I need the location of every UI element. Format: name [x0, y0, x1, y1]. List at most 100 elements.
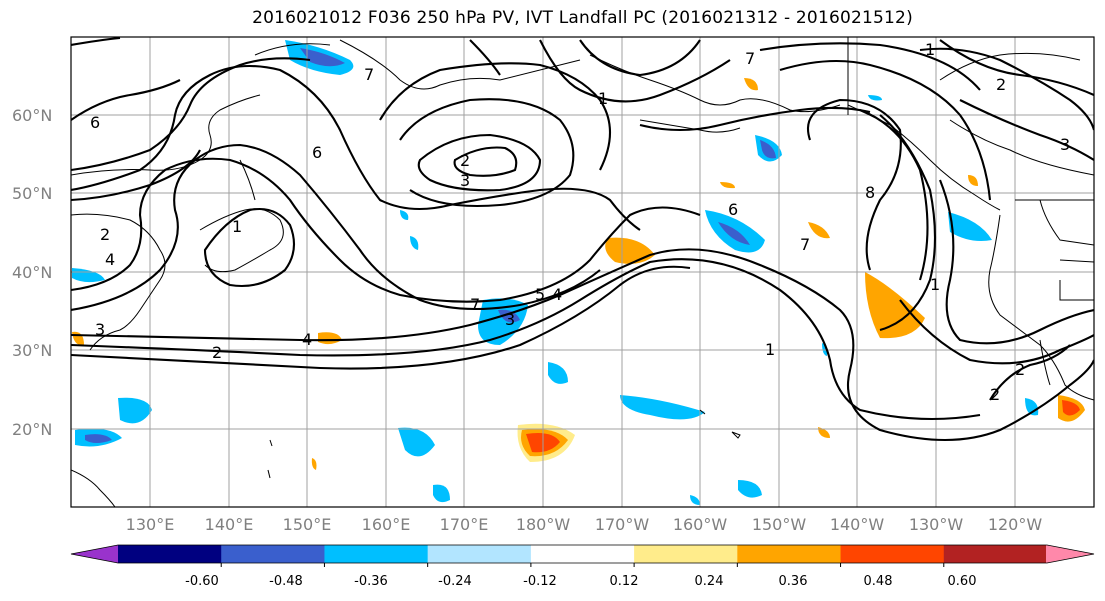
- shade-negative: [118, 397, 152, 424]
- colorbar-swatch: [221, 545, 325, 563]
- shade-negative: [620, 395, 705, 420]
- shade-negative: [548, 362, 568, 384]
- shade-negative: [738, 480, 762, 498]
- lon-label: 160°E: [362, 515, 411, 534]
- shade-positive: [968, 175, 978, 186]
- colorbar-tick-label: -0.36: [354, 574, 388, 589]
- lat-label: 40°N: [12, 263, 52, 282]
- contour-label: 1: [232, 217, 242, 236]
- contour-label: 2: [100, 225, 110, 244]
- shade-positive: [744, 78, 758, 91]
- lat-label: 20°N: [12, 420, 52, 439]
- shade-negative: [85, 434, 112, 443]
- contour-label: 2: [990, 385, 1000, 404]
- shade-negative: [498, 309, 520, 323]
- colorbar-swatch: [427, 545, 532, 563]
- shade-negative: [433, 484, 450, 503]
- colorbar-swatch: [71, 545, 119, 563]
- contour-label-group: 1 1 1 1 1 2 2 2 2 2 2 3 3 3 3 4 4 4 5 6 …: [90, 40, 1070, 404]
- shade-negative: [478, 298, 528, 345]
- contour-label: 1: [930, 275, 940, 294]
- anomaly-shading: [72, 40, 1085, 505]
- lat-label: 60°N: [12, 106, 52, 125]
- contour-label: 4: [302, 330, 312, 349]
- shade-negative: [760, 140, 776, 159]
- contour-label: 2: [996, 75, 1006, 94]
- shade-positive: [720, 182, 735, 189]
- lon-label: 160°W: [673, 515, 728, 534]
- shade-positive: [865, 272, 925, 339]
- shade-negative: [400, 210, 409, 220]
- lon-label: 120°W: [988, 515, 1043, 534]
- latitude-labels: 60°N 50°N 40°N 30°N 20°N: [12, 106, 52, 439]
- shade-negative: [718, 222, 750, 245]
- lat-label: 50°N: [12, 184, 52, 203]
- shade-positive: [311, 458, 317, 470]
- shade-positive: [818, 427, 830, 438]
- contour-label: 5: [535, 285, 545, 304]
- colorbar-outline: [70, 544, 1095, 564]
- contour-label: 7: [800, 235, 810, 254]
- colorbar-swatch: [840, 545, 945, 563]
- colorbar-tick-label: -0.48: [269, 574, 303, 589]
- colorbar-swatch: [1046, 545, 1094, 563]
- shade-positive: [1062, 400, 1080, 416]
- contour-label: 3: [1060, 135, 1070, 154]
- contour-label: 7: [470, 295, 480, 314]
- colorbar-swatch: [530, 545, 635, 563]
- lon-label: 150°W: [752, 515, 807, 534]
- map-title: 2016021012 F036 250 hPa PV, IVT Landfall…: [252, 8, 913, 28]
- colorbar-swatch: [118, 545, 222, 563]
- map-frame: [70, 36, 1095, 508]
- shade-negative: [410, 236, 419, 250]
- lon-label: 170°E: [440, 515, 489, 534]
- lon-label: 130°W: [909, 515, 964, 534]
- colorbar-swatch: [324, 545, 429, 563]
- shade-negative: [300, 48, 345, 67]
- contour-label: 3: [505, 310, 515, 329]
- contour-label: 7: [745, 49, 755, 68]
- contour-label: 1: [598, 89, 608, 108]
- colorbar-swatch: [634, 545, 738, 563]
- lon-label: 140°W: [830, 515, 885, 534]
- shade-negative: [398, 427, 435, 457]
- contour-label: 7: [364, 65, 374, 84]
- shade-negative: [868, 95, 882, 101]
- lon-label: 130°E: [126, 515, 175, 534]
- contour-label: 3: [460, 171, 470, 190]
- colorbar-tick-label: -0.12: [523, 574, 557, 589]
- colorbar-tick-label: -0.60: [185, 574, 219, 589]
- lon-label: 170°W: [595, 515, 650, 534]
- colorbar-swatch: [943, 545, 1048, 563]
- shade-negative: [690, 495, 700, 505]
- colorbar-tick-label: 0.48: [864, 574, 893, 589]
- contour-label: 2: [212, 343, 222, 362]
- lon-label: 180°W: [516, 515, 571, 534]
- colorbar-swatch: [737, 545, 842, 563]
- contour-label: 6: [728, 200, 738, 219]
- pv-contours: [71, 37, 1094, 442]
- graticule: [71, 37, 1094, 507]
- colorbar-tick-label: 0.36: [779, 574, 808, 589]
- contour-label: 1: [925, 40, 935, 59]
- lon-label: 150°E: [283, 515, 332, 534]
- shade-positive: [808, 222, 830, 239]
- contour-label: 8: [865, 183, 875, 202]
- colorbar-tick-label: 0.24: [695, 574, 724, 589]
- contour-label: 2: [460, 151, 470, 170]
- lon-label: 140°E: [205, 515, 254, 534]
- colorbar: -0.60 -0.48 -0.36 -0.24 -0.12 0.12 0.24 …: [70, 544, 1095, 589]
- contour-label: 2: [1015, 360, 1025, 379]
- contour-label: 6: [312, 143, 322, 162]
- contour-label: 3: [95, 320, 105, 339]
- contour-label: 4: [105, 250, 115, 269]
- colorbar-tick-label: -0.24: [438, 574, 472, 589]
- colorbar-tick-label: 0.12: [610, 574, 639, 589]
- contour-label: 1: [765, 340, 775, 359]
- lat-label: 30°N: [12, 341, 52, 360]
- colorbar-tick-label: 0.60: [948, 574, 977, 589]
- contour-label: 4: [552, 285, 562, 304]
- longitude-labels: 130°E 140°E 150°E 160°E 170°E 180°W 170°…: [126, 515, 1043, 534]
- contour-label: 6: [90, 113, 100, 132]
